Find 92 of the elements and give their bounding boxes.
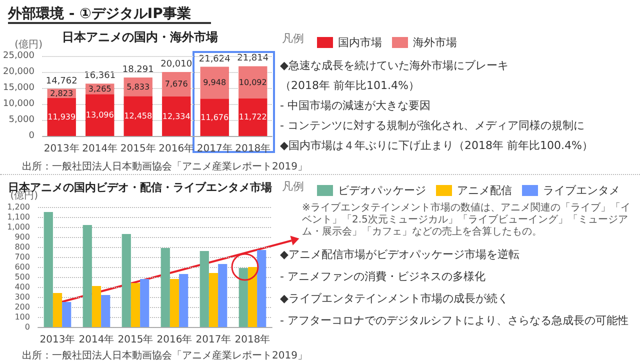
text: ◆急速な成長を続けていた海外市場にブレーキ	[280, 59, 508, 72]
data-label: 2,823	[50, 88, 74, 98]
data-label: 11,722	[238, 112, 267, 122]
x-tick-label: 2014年	[78, 334, 114, 346]
text: （2018年 前年比101.4%）	[280, 79, 420, 92]
total-label: 20,010	[160, 59, 192, 70]
bar	[122, 234, 131, 327]
text: - 中国市場の減速が大きな要因	[280, 99, 430, 112]
text: - コンテンツに対する規制が強化され、メディア同様の規制に	[280, 119, 584, 132]
total-label: 18,291	[122, 64, 154, 75]
x-tick-label: 2015年	[120, 142, 156, 154]
data-label: 3,265	[88, 84, 112, 94]
legend-label: アニメ配信	[457, 184, 512, 197]
bar	[200, 98, 229, 136]
y-tick-label: 800	[14, 242, 30, 252]
total-label: 14,762	[46, 76, 78, 86]
y-tick-label: 25,000	[2, 51, 35, 61]
y-tick-label: 700	[14, 252, 30, 262]
y-tick-label: 600	[14, 262, 30, 272]
bar	[238, 268, 248, 327]
legend-label: 国内市場	[338, 36, 382, 49]
y-tick-label: 15,000	[2, 83, 35, 93]
bar	[52, 293, 62, 327]
y-tick-label: 900	[14, 232, 30, 242]
bar	[248, 267, 258, 327]
bar	[160, 248, 170, 327]
data-label: 13,096	[86, 110, 114, 120]
bar	[47, 98, 76, 136]
legend-title: 凡例	[282, 32, 304, 45]
chart-title: 日本アニメの国内・海外市場	[62, 30, 218, 44]
x-tick-label: 2015年	[118, 334, 154, 346]
bar	[200, 251, 209, 327]
bar	[238, 66, 268, 98]
bar	[124, 96, 152, 136]
bar	[257, 250, 266, 327]
bar	[44, 212, 53, 327]
bar	[162, 72, 191, 97]
legend-title: 凡例	[282, 180, 304, 193]
bar	[179, 274, 188, 327]
bar	[170, 279, 180, 327]
data-label: 11,939	[48, 112, 76, 122]
y-tick-label: 300	[14, 292, 30, 302]
data-label: 10,092	[238, 78, 267, 87]
text: ◆ライブエンタテインメント市場の成長が続く	[280, 292, 508, 305]
x-tick-label: 2017年	[196, 334, 232, 346]
y-tick-label: 1,000	[7, 222, 30, 232]
y-tick-label: 5,000	[8, 115, 35, 125]
text: - アフターコロナでのデジタルシフトにより、さらなる急成長の可能性	[280, 314, 628, 327]
data-label: 9,948	[203, 78, 226, 88]
bar	[86, 94, 114, 136]
bar	[101, 295, 110, 327]
y-tick-label: 10,000	[2, 99, 35, 109]
bar	[140, 279, 150, 327]
x-tick-label: 2016年	[156, 334, 192, 346]
y-tick-label: 20,000	[2, 67, 35, 77]
y-tick-label: 100	[14, 312, 30, 322]
y-tick-label: 400	[14, 282, 30, 292]
bar	[92, 286, 102, 327]
y-axis-title: (億円)	[14, 38, 43, 50]
y-tick-label: 500	[14, 272, 30, 282]
bar	[82, 225, 92, 327]
legend-label: ビデオパッケージ	[338, 184, 426, 197]
data-label: 11,676	[200, 112, 229, 122]
y-tick-label: 1,200	[7, 202, 30, 212]
data-label: 5,833	[126, 82, 150, 92]
data-label: 7,676	[164, 80, 188, 89]
text: 出所：一般社団法人日本動画協会「アニメ産業レポート2019」	[22, 350, 308, 362]
bar	[130, 283, 140, 327]
bar	[62, 302, 72, 327]
bar	[208, 273, 218, 327]
bar	[238, 98, 268, 136]
legend-label: 海外市場	[413, 36, 457, 49]
data-label: 12,334	[162, 112, 190, 121]
legend-label: ライブエンタメ	[543, 184, 620, 197]
text: ◆国内市場は４年ぶりに下げ止まり（2018年 前年比100.4%）	[280, 139, 593, 152]
text: ※ライブエンタテインメント市場の数値は、アニメ関連の「ライブ」「イベント」「2.5次元ミュージカル」「ライブビューイング」「ミュージアム・展示会」「カフェ」などの売上を合算したもの。	[302, 202, 630, 238]
y-tick-label: 0	[24, 322, 30, 332]
bar	[200, 66, 229, 99]
y-tick-label: 0	[28, 131, 35, 141]
x-tick-label: 2018年	[234, 334, 270, 346]
bar	[218, 264, 228, 327]
text: 外部環境 - ①デジタルIP事業	[8, 6, 211, 24]
x-tick-label: 2014年	[82, 142, 118, 154]
y-tick-label: 200	[14, 302, 30, 312]
bar	[162, 96, 191, 136]
data-label: 12,458	[124, 112, 152, 121]
x-tick-label: 2013年	[40, 334, 76, 346]
y-tick-label: 1,100	[7, 212, 30, 222]
text: 出所：一般社団法人日本動画協会「アニメ産業レポート2019」	[22, 160, 308, 172]
text: - アニメファンの消費・ビジネスの多様化	[280, 270, 486, 283]
x-tick-label: 2013年	[44, 142, 80, 154]
text: ◆アニメ配信市場がビデオパッケージ市場を逆転	[280, 248, 520, 261]
